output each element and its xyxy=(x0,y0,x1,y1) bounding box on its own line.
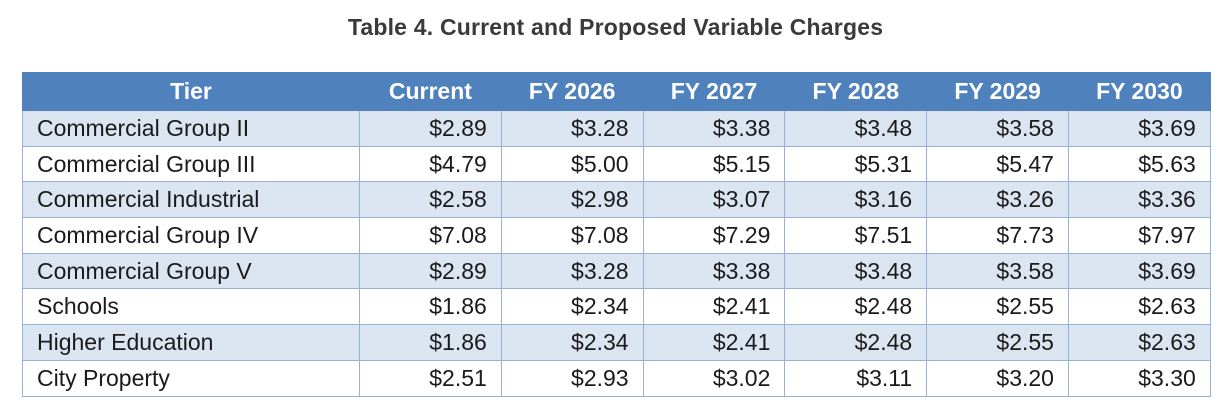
value-cell: $2.48 xyxy=(784,324,928,361)
value-cell: $3.48 xyxy=(784,252,928,290)
value-cell: $5.47 xyxy=(926,145,1069,183)
value-cell: $2.89 xyxy=(359,252,502,290)
header-fy2027: FY 2027 xyxy=(642,72,786,111)
value-cell: $5.31 xyxy=(784,145,928,183)
value-cell: $2.89 xyxy=(359,110,502,147)
value-cell: $4.79 xyxy=(359,145,502,183)
value-cell: $7.73 xyxy=(926,217,1069,254)
table-title: Table 4. Current and Proposed Variable C… xyxy=(347,14,884,40)
value-cell: $3.38 xyxy=(642,110,786,147)
value-cell: $2.55 xyxy=(926,324,1069,361)
tier-cell: Commercial Group IV xyxy=(22,217,360,254)
table-row: Schools $1.86 $2.34 $2.41 $2.48 $2.55 $2… xyxy=(22,288,1211,326)
value-cell: $3.28 xyxy=(500,252,644,290)
table-row: Commercial Group V $2.89 $3.28 $3.38 $3.… xyxy=(22,252,1211,290)
value-cell: $5.00 xyxy=(500,145,644,183)
value-cell: $3.26 xyxy=(926,181,1069,219)
value-cell: $2.58 xyxy=(359,181,502,219)
value-cell: $3.58 xyxy=(926,252,1069,290)
tier-cell: Commercial Group V xyxy=(22,252,360,290)
value-cell: $5.15 xyxy=(642,145,786,183)
header-fy2029: FY 2029 xyxy=(926,72,1069,111)
value-cell: $7.51 xyxy=(784,217,928,254)
value-cell: $3.02 xyxy=(642,359,786,397)
value-cell: $3.11 xyxy=(784,359,928,397)
value-cell: $2.34 xyxy=(500,324,644,361)
table-row: Higher Education $1.86 $2.34 $2.41 $2.48… xyxy=(22,324,1211,361)
value-cell: $3.58 xyxy=(926,110,1069,147)
value-cell: $2.63 xyxy=(1067,288,1211,326)
value-cell: $2.34 xyxy=(500,288,644,326)
header-tier: Tier xyxy=(22,72,360,111)
tier-cell: Commercial Group II xyxy=(22,110,360,147)
value-cell: $2.51 xyxy=(359,359,502,397)
value-cell: $2.41 xyxy=(642,324,786,361)
value-cell: $3.20 xyxy=(926,359,1069,397)
header-row: Tier Current FY 2026 FY 2027 FY 2028 FY … xyxy=(22,72,1211,111)
tier-cell: City Property xyxy=(22,359,360,397)
tier-cell: Commercial Group III xyxy=(22,145,360,183)
value-cell: $3.30 xyxy=(1067,359,1211,397)
value-cell: $3.28 xyxy=(500,110,644,147)
header-current: Current xyxy=(359,72,502,111)
value-cell: $2.55 xyxy=(926,288,1069,326)
table-row: Commercial Group II $2.89 $3.28 $3.38 $3… xyxy=(22,110,1211,147)
table-row: City Property $2.51 $2.93 $3.02 $3.11 $3… xyxy=(22,359,1211,397)
header-fy2030: FY 2030 xyxy=(1067,72,1211,111)
tier-cell: Schools xyxy=(22,288,360,326)
value-cell: $3.16 xyxy=(784,181,928,219)
value-cell: $7.08 xyxy=(500,217,644,254)
value-cell: $7.97 xyxy=(1067,217,1211,254)
variable-charges-table: Tier Current FY 2026 FY 2027 FY 2028 FY … xyxy=(22,72,1211,397)
value-cell: $1.86 xyxy=(359,324,502,361)
table-row: Commercial Industrial $2.58 $2.98 $3.07 … xyxy=(22,181,1211,219)
value-cell: $5.63 xyxy=(1067,145,1211,183)
value-cell: $7.29 xyxy=(642,217,786,254)
value-cell: $3.48 xyxy=(784,110,928,147)
header-fy2028: FY 2028 xyxy=(784,72,928,111)
value-cell: $3.69 xyxy=(1067,110,1211,147)
value-cell: $3.69 xyxy=(1067,252,1211,290)
table-row: Commercial Group IV $7.08 $7.08 $7.29 $7… xyxy=(22,217,1211,254)
table-row: Commercial Group III $4.79 $5.00 $5.15 $… xyxy=(22,145,1211,183)
header-fy2026: FY 2026 xyxy=(500,72,644,111)
tier-cell: Higher Education xyxy=(22,324,360,361)
value-cell: $7.08 xyxy=(359,217,502,254)
value-cell: $2.48 xyxy=(784,288,928,326)
value-cell: $2.98 xyxy=(500,181,644,219)
value-cell: $3.07 xyxy=(642,181,786,219)
value-cell: $2.63 xyxy=(1067,324,1211,361)
value-cell: $3.36 xyxy=(1067,181,1211,219)
value-cell: $2.93 xyxy=(500,359,644,397)
value-cell: $2.41 xyxy=(642,288,786,326)
value-cell: $3.38 xyxy=(642,252,786,290)
value-cell: $1.86 xyxy=(359,288,502,326)
tier-cell: Commercial Industrial xyxy=(22,181,360,219)
